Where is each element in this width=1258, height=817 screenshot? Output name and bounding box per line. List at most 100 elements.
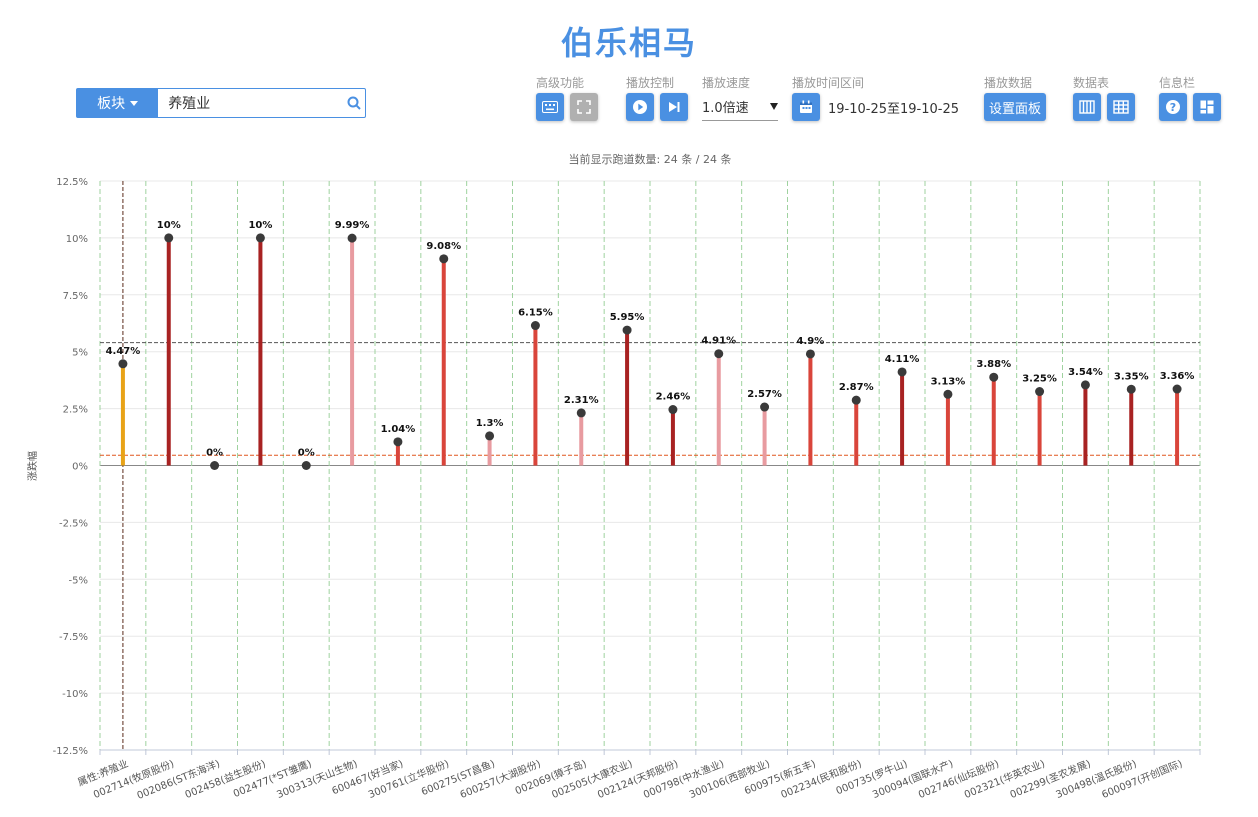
bar: [350, 238, 355, 466]
y-tick-label: 2.5%: [63, 405, 88, 416]
advanced-label: 高级功能: [536, 76, 585, 90]
bar: [258, 237, 263, 466]
svg-text:?: ?: [1170, 101, 1176, 114]
bar: [670, 409, 675, 466]
keyboard-icon[interactable]: [536, 93, 564, 121]
bar: [900, 371, 905, 466]
info-label: 信息栏: [1159, 76, 1196, 90]
data-point: [989, 372, 999, 382]
range-group: 播放时间区间 19-10-25至19-10-25: [792, 76, 959, 122]
info-group: 信息栏 ?: [1159, 76, 1227, 122]
bar: [808, 353, 813, 466]
data-point: [1080, 380, 1090, 390]
calendar-icon[interactable]: [792, 93, 820, 121]
bar: [716, 353, 721, 466]
bar: [1129, 389, 1134, 466]
speed-value: 1.0倍速: [702, 101, 749, 116]
data-label: 0%: [206, 448, 223, 459]
search-input[interactable]: [158, 89, 343, 117]
data-label: 2.57%: [747, 389, 782, 400]
time-range-value[interactable]: 19-10-25至19-10-25: [828, 101, 960, 117]
data-point: [210, 461, 220, 470]
speed-group: 播放速度 1.0倍速: [702, 76, 778, 122]
data-label: 4.9%: [797, 336, 825, 347]
help-icon[interactable]: ?: [1159, 93, 1187, 121]
y-tick-label: -7.5%: [59, 632, 88, 643]
data-label: 3.36%: [1160, 371, 1195, 382]
play-label: 播放控制: [626, 76, 675, 90]
y-tick-label: -10%: [62, 689, 88, 700]
data-group: 播放数据 设置面板: [984, 76, 1047, 122]
data-point: [805, 349, 815, 359]
data-label: 1.04%: [381, 424, 416, 435]
data-label: 3.54%: [1068, 367, 1103, 378]
data-label: 10%: [248, 220, 272, 231]
speed-select[interactable]: 1.0倍速: [702, 93, 778, 121]
x-tick-label: 300498(温氏股份): [1054, 758, 1138, 801]
data-point: [943, 389, 953, 399]
grid-table-icon[interactable]: [1107, 93, 1135, 121]
y-tick-label: -5%: [69, 575, 88, 586]
bar: [1083, 384, 1088, 466]
data-point: [1035, 387, 1045, 397]
play-icon[interactable]: [626, 93, 654, 121]
data-point: [1172, 384, 1182, 394]
data-label: 2.87%: [839, 382, 874, 393]
data-point: [668, 405, 678, 415]
sector-dropdown-button[interactable]: 板块: [77, 89, 159, 117]
data-label: 2.31%: [564, 395, 599, 406]
data-label: 0%: [298, 448, 315, 459]
y-axis-label: 涨跌幅: [26, 451, 39, 481]
data-label: 6.15%: [518, 308, 553, 319]
data-label: 9.99%: [335, 220, 370, 231]
speed-label: 播放速度: [702, 76, 751, 90]
dropdown-arrow-icon: [770, 103, 778, 110]
bar: [1175, 389, 1180, 466]
data-point: [530, 321, 540, 331]
data-label: 10%: [157, 220, 181, 231]
search-icon[interactable]: [342, 89, 365, 117]
y-tick-label: 12.5%: [56, 177, 88, 188]
sector-search: 板块: [76, 88, 366, 118]
bar: [579, 412, 584, 466]
play-group: 播放控制: [626, 76, 694, 122]
y-tick-label: 7.5%: [63, 291, 88, 302]
bar: [945, 394, 950, 466]
data-label: 3.88%: [976, 359, 1011, 370]
columns-icon[interactable]: [1073, 93, 1101, 121]
bar: [762, 407, 767, 466]
data-point: [485, 431, 495, 441]
range-label: 播放时间区间: [792, 76, 865, 90]
table-group: 数据表: [1073, 76, 1141, 122]
dashboard-layout-icon[interactable]: [1193, 93, 1221, 121]
y-tick-label: 10%: [66, 234, 88, 245]
next-step-icon[interactable]: [660, 93, 688, 121]
data-label: 3.35%: [1114, 371, 1149, 382]
data-label: 5.95%: [610, 312, 645, 323]
bar: [120, 363, 125, 466]
caret-down-icon: [130, 100, 139, 106]
bar: [533, 325, 538, 466]
data-point: [393, 437, 403, 447]
sector-dropdown-label: 板块: [97, 96, 126, 112]
bar: [441, 258, 446, 466]
data-point: [576, 408, 586, 418]
data-point: [301, 461, 311, 470]
page-title: 伯乐相马: [560, 24, 697, 62]
data-label: 2.46%: [656, 392, 691, 403]
data-label: 3.13%: [931, 376, 966, 387]
data-label: 4.47%: [106, 346, 141, 357]
settings-panel-button[interactable]: 设置面板: [984, 93, 1047, 121]
y-tick-label: 5%: [72, 348, 88, 359]
data-point: [897, 367, 907, 377]
advanced-group: 高级功能: [536, 76, 604, 122]
y-tick-label: -2.5%: [59, 518, 88, 529]
y-tick-label: -12.5%: [53, 746, 88, 757]
table-label: 数据表: [1073, 76, 1110, 90]
fullscreen-icon[interactable]: [570, 93, 598, 121]
data-label: 1.3%: [476, 418, 504, 429]
bar: [991, 377, 996, 466]
data-point: [118, 359, 128, 369]
bar: [625, 330, 630, 466]
